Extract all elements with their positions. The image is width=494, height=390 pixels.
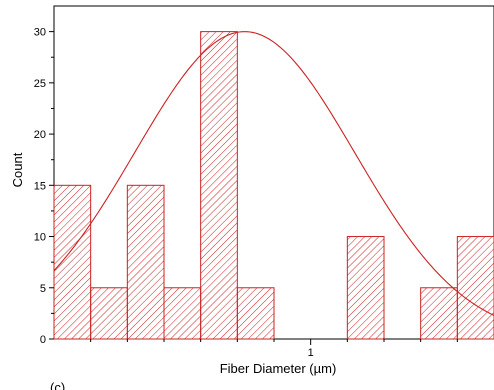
histogram-bar [456, 236, 494, 340]
histogram-bar [163, 287, 202, 340]
x-axis-title: Fiber Diameter (µm) [220, 361, 337, 376]
y-tick-label: 0 [40, 334, 46, 346]
histogram-bar [53, 184, 92, 340]
histogram-bar [420, 287, 458, 340]
plot-area: 0 5 10 15 20 25 30 1 [34, 5, 494, 359]
y-tick-label: 20 [34, 129, 46, 141]
histogram-bar [236, 287, 275, 340]
histogram-bar [346, 236, 385, 340]
x-tick-label: 1 [308, 347, 314, 359]
histogram-bar [126, 184, 165, 340]
y-tick-label: 10 [34, 232, 46, 244]
panel-label: (c) [50, 380, 65, 390]
y-axis-title: Count [10, 152, 25, 187]
histogram-bar [90, 287, 128, 340]
histogram-bar [200, 31, 238, 340]
y-tick-label: 30 [34, 27, 46, 39]
gaussian-fit-curve [53, 31, 494, 316]
y-tick-label: 25 [34, 78, 46, 90]
y-tick-label: 15 [34, 180, 46, 192]
y-tick-label: 5 [40, 283, 46, 295]
